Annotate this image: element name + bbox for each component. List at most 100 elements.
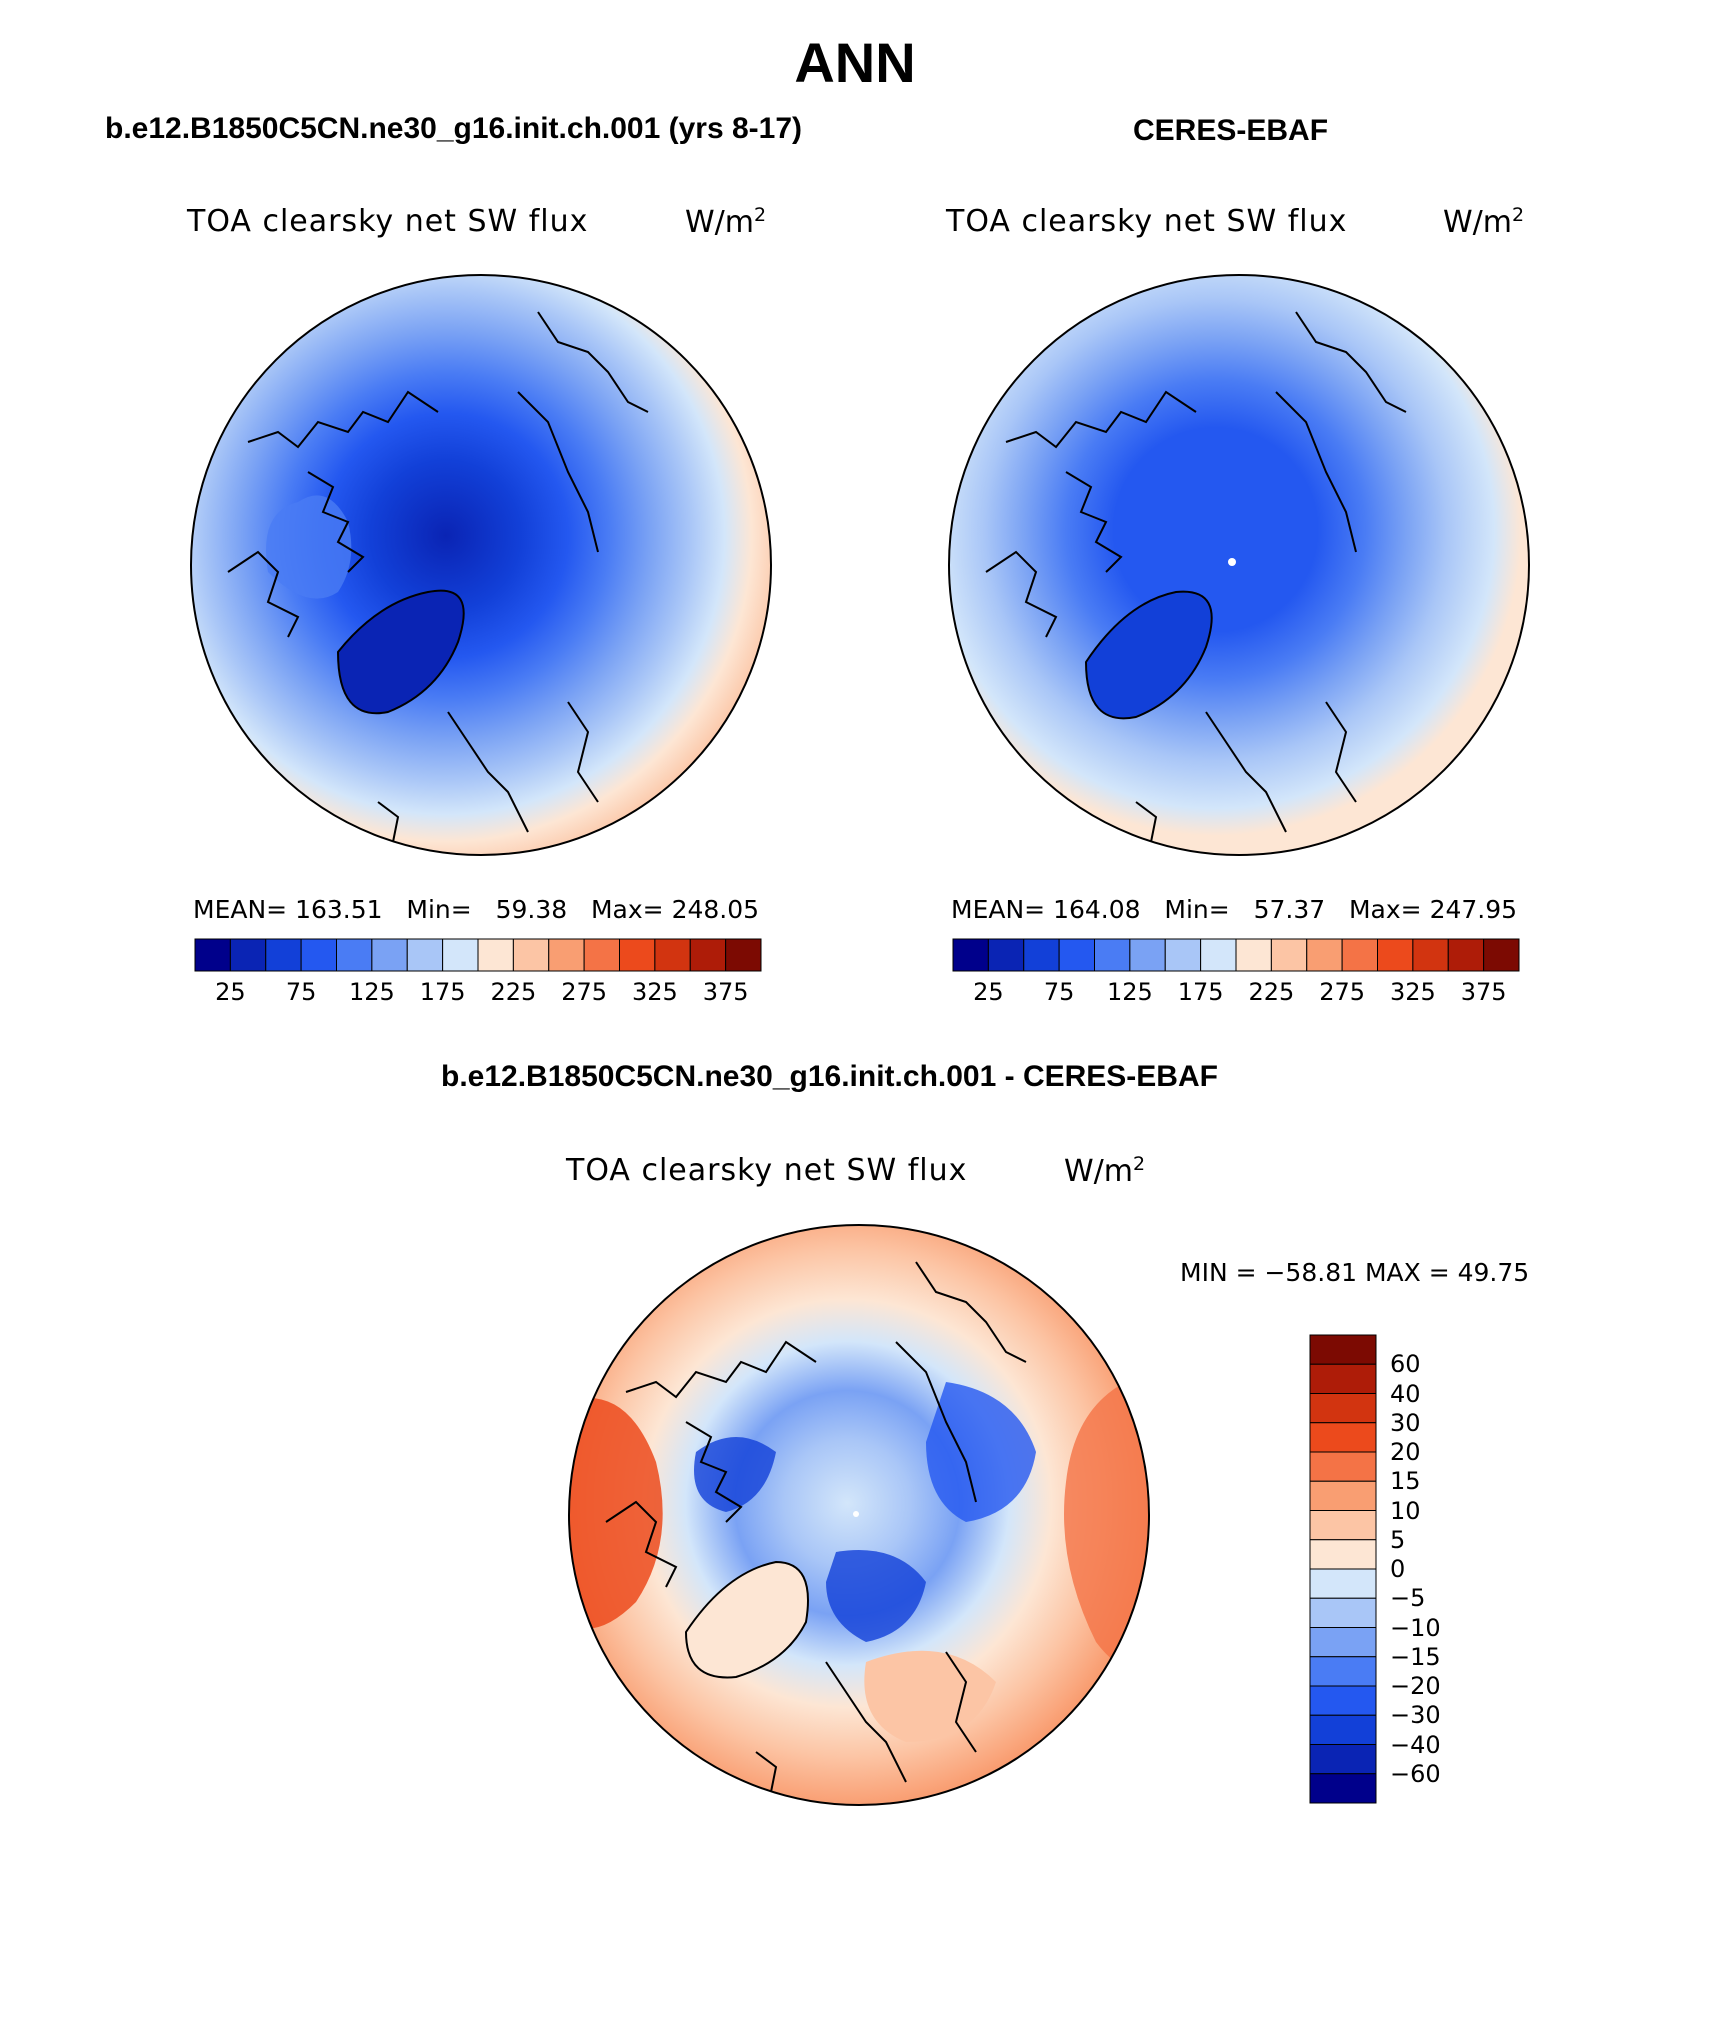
colorbar-swatch [1164,938,1202,972]
colorbar-swatch [229,938,267,972]
colorbar-swatch [619,938,656,972]
colorbar-tick-label: 125 [348,978,395,1006]
colorbar-tick-label: 25 [973,978,1004,1006]
diff-colorbar [1309,1334,1377,1804]
colorbar-swatch [1309,1480,1377,1511]
colorbar-tick-label: 275 [561,978,608,1006]
model-stats: MEAN= 163.51 Min= 59.38 Max= 248.05 [193,895,760,924]
colorbar-swatch [300,938,337,972]
colorbar-swatch [1309,1773,1377,1804]
colorbar-tick-label: 20 [1390,1438,1421,1466]
colorbar-swatch [406,938,444,972]
colorbar-swatch [1309,1363,1377,1394]
colorbar-swatch [1309,1714,1377,1745]
colorbar-tick-label: 75 [1043,978,1075,1006]
colorbar-swatch [1309,1627,1377,1658]
colorbar-swatch [1309,1510,1377,1541]
colorbar-tick-label: 0 [1390,1555,1406,1583]
colorbar-tick-label: 15 [1390,1467,1421,1496]
coastlines [605,1261,1027,1803]
colorbar-swatch [1058,938,1095,972]
obs-stats: MEAN= 164.08 Min= 57.37 Max= 247.95 [951,895,1518,924]
colorbar-swatch [725,938,762,972]
colorbar-swatch [1270,938,1308,972]
colorbar-swatch [1309,1539,1377,1570]
colorbar-tick-label: −40 [1390,1730,1441,1759]
colorbar-swatch [1341,938,1378,972]
colorbar-tick-label: 75 [285,978,317,1006]
obs-colorbar [952,938,1520,972]
colorbar-swatch [1309,1744,1377,1775]
colorbar-tick-label: 325 [631,978,678,1006]
colorbar-swatch [1309,1451,1377,1482]
colorbar-tick-label: 125 [1106,978,1153,1006]
pole-marker [853,1511,859,1517]
colorbar-swatch [1235,938,1272,972]
colorbar-swatch [442,938,479,972]
colorbar-swatch [1309,1393,1377,1424]
colorbar-tick-label: 225 [1248,978,1295,1006]
colorbar-tick-label: 325 [1389,978,1436,1006]
colorbar-swatch [265,938,302,972]
colorbar-swatch [1309,1656,1377,1687]
colorbar-tick-label: 375 [1460,978,1507,1006]
colorbar-swatch [1200,938,1237,972]
diff-colorbar-labels: 60 40 30 20 15 10 5 0 −5 −10 −15 −20 −30 −40 −60 [1390,1334,1490,1804]
colorbar-swatch [512,938,550,972]
obs-units: W/m2 [1443,204,1525,240]
colorbar-swatch [1309,1568,1377,1599]
obs-polar-map [948,274,1530,856]
obs-colorbar-ticks: 25 75 125 175 225 275 325 375 [952,978,1520,1008]
figure-title: ANN [794,31,916,94]
colorbar-tick-label: 25 [215,978,246,1006]
diff-minmax: MIN = −58.81 MAX = 49.75 [1180,1258,1530,1287]
colorbar-tick-label: −20 [1390,1672,1441,1700]
colorbar-swatch [1129,938,1166,972]
colorbar-swatch [1306,938,1343,972]
colorbar-swatch [654,938,691,972]
colorbar-swatch [371,938,408,972]
diff-panel-title: b.e12.B1850C5CN.ne30_g16.init.ch.001 - C… [441,1060,1218,1093]
model-field-label: TOA clearsky net SW flux [187,204,589,239]
model-colorbar-ticks: 25 75 125 175 225 275 325 375 [194,978,762,1008]
colorbar-tick-label: 40 [1390,1379,1421,1408]
colorbar-swatch [952,938,989,972]
colorbar-swatch [689,938,727,972]
colorbar-tick-label: −60 [1390,1759,1441,1788]
colorbar-tick-label: −10 [1390,1613,1441,1642]
model-panel-title: b.e12.B1850C5CN.ne30_g16.init.ch.001 (yr… [105,112,803,145]
colorbar-swatch [1023,938,1060,972]
colorbar-swatch [1309,1597,1377,1628]
colorbar-swatch [1377,938,1414,972]
pole-marker [1228,558,1236,566]
colorbar-swatch [1483,938,1520,972]
colorbar-swatch [548,938,585,972]
colorbar-tick-label: 10 [1390,1496,1421,1525]
colorbar-swatch [1412,938,1449,972]
colorbar-tick-label: 60 [1390,1350,1421,1379]
colorbar-swatch [1309,1422,1377,1453]
colorbar-tick-label: −5 [1390,1584,1426,1613]
colorbar-tick-label: 225 [490,978,537,1006]
colorbar-tick-label: −30 [1390,1701,1441,1730]
colorbar-swatch [336,938,373,972]
colorbar-swatch [987,938,1025,972]
colorbar-tick-label: 175 [1177,978,1224,1006]
diff-field-label: TOA clearsky net SW flux [566,1153,968,1188]
colorbar-tick-label: −15 [1390,1642,1441,1671]
colorbar-swatch [194,938,231,972]
colorbar-swatch [583,938,620,972]
colorbar-tick-label: 175 [419,978,466,1006]
colorbar-swatch [1094,938,1131,972]
colorbar-swatch [477,938,514,972]
coastlines [985,311,1407,853]
diff-units: W/m2 [1064,1153,1146,1189]
model-colorbar [194,938,762,972]
colorbar-swatch [1309,1334,1377,1365]
obs-panel-title: CERES-EBAF [1133,114,1329,147]
diff-polar-map [568,1224,1150,1806]
model-units: W/m2 [685,204,767,240]
colorbar-tick-label: 5 [1390,1525,1406,1554]
obs-field-label: TOA clearsky net SW flux [946,204,1348,239]
colorbar-tick-label: 30 [1390,1408,1421,1437]
